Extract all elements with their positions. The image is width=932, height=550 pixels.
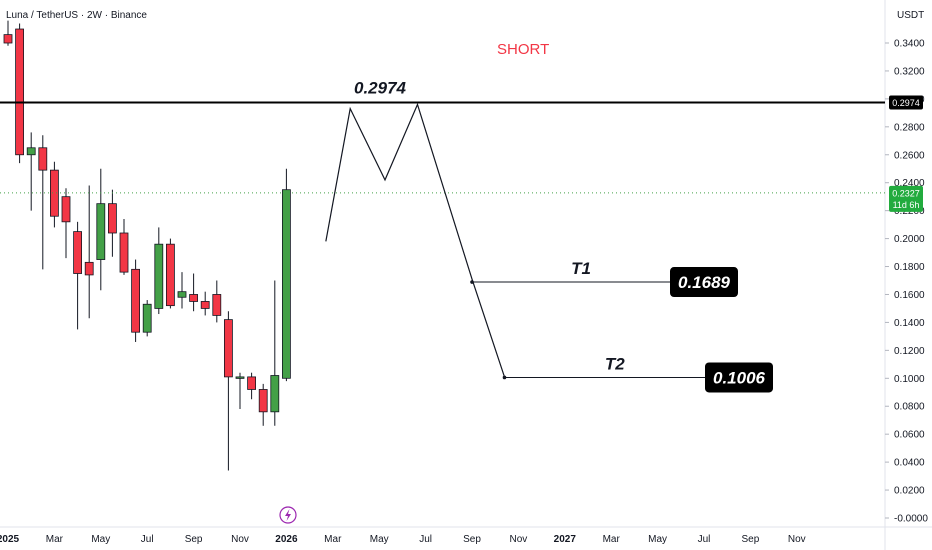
current-price-tag-bg xyxy=(889,185,923,212)
time-tick-label: May xyxy=(648,534,667,545)
currency-label: USDT xyxy=(897,10,924,21)
candle-down xyxy=(165,243,175,307)
candle-down xyxy=(212,294,222,316)
current-price-tag: 0.2327 11d 6h xyxy=(889,185,923,212)
price-tick-label: 0.2400 xyxy=(894,178,925,189)
resistance-price-tag-label: 0.2974 xyxy=(892,98,920,108)
time-tick-label: Nov xyxy=(231,534,249,545)
time-tick-label: Nov xyxy=(510,534,528,545)
time-tick-label: Nov xyxy=(788,534,806,545)
candle-down xyxy=(119,232,129,273)
candle-down xyxy=(73,231,82,274)
candle-down xyxy=(247,376,257,390)
price-tick-label: 0.1000 xyxy=(894,374,925,385)
symbol-title[interactable]: Luna / TetherUS · 2W · Binance xyxy=(6,10,147,21)
price-tick-label: 0.2000 xyxy=(894,234,925,245)
candle-down xyxy=(3,34,13,44)
time-axis[interactable]: 2025 Mar May Jul Sep Nov 2026 Mar May Jul Sep Nov 20… xyxy=(0,534,806,545)
price-tick-label: 0.0800 xyxy=(894,402,925,413)
price-tick-label: 0.1400 xyxy=(894,318,925,329)
time-tick-label: Mar xyxy=(46,534,64,545)
candle-up xyxy=(142,303,152,333)
target-anchor-point[interactable] xyxy=(502,375,507,380)
candle-down xyxy=(131,268,141,333)
time-tick-label: Jul xyxy=(141,534,154,545)
candle-down xyxy=(189,294,199,302)
target-value-label: 0.1689 xyxy=(678,273,731,292)
short-label: SHORT xyxy=(497,41,549,58)
projection-path[interactable] xyxy=(325,102,506,378)
time-tick-label: May xyxy=(370,534,389,545)
candle-down xyxy=(15,28,25,156)
resistance-price-tag-bg xyxy=(889,95,923,110)
time-tick-label: May xyxy=(91,534,110,545)
time-tick-label: Jul xyxy=(419,534,432,545)
target-anchor-point[interactable] xyxy=(470,280,474,284)
price-tick-label: -0.0000 xyxy=(894,514,928,525)
price-tick-label: 0.1600 xyxy=(894,290,925,301)
target-value-label: 0.1006 xyxy=(713,368,766,387)
price-tick-label: 0.0600 xyxy=(894,430,925,441)
candle-down xyxy=(38,147,48,171)
candle-up xyxy=(154,243,164,309)
candlestick-series xyxy=(3,20,291,471)
price-tick-label: 0.0400 xyxy=(894,458,925,469)
target-value-box xyxy=(670,267,738,298)
candle-up xyxy=(96,203,106,260)
time-tick-label: Sep xyxy=(742,534,760,545)
candle-down xyxy=(200,301,210,309)
candle-up xyxy=(281,189,291,379)
current-price-tag-label: 0.2327 xyxy=(892,188,920,198)
candle-up xyxy=(177,291,187,298)
price-tick-label: 0.3200 xyxy=(894,66,925,77)
time-tick-label: Sep xyxy=(463,534,481,545)
time-tick-label: 2025 xyxy=(0,534,20,545)
time-tick-label: Sep xyxy=(185,534,203,545)
price-tick-label: 0.2800 xyxy=(894,122,925,133)
time-tick-label: 2027 xyxy=(554,534,577,545)
candle-down xyxy=(50,169,59,217)
candle-down xyxy=(108,203,117,234)
resistance-annotation: 0.2974 xyxy=(354,79,407,98)
time-tick-label: Mar xyxy=(324,534,342,545)
target-name-label: T1 xyxy=(571,259,591,278)
candle-up xyxy=(26,147,36,156)
price-tick-label: 0.1800 xyxy=(894,262,925,273)
candle-down xyxy=(84,261,94,276)
price-tick-label: 0.0200 xyxy=(894,486,925,497)
candle-down xyxy=(223,319,233,378)
target-value-box xyxy=(705,362,773,393)
time-tick-label: 2026 xyxy=(275,534,298,545)
candle-up xyxy=(235,376,245,379)
price-tick-label: 0.2600 xyxy=(894,150,925,161)
lightning-icon[interactable] xyxy=(279,506,297,524)
candle-down xyxy=(258,389,268,413)
countdown-label: 11d 6h xyxy=(893,200,920,210)
candle-down xyxy=(61,196,71,223)
drawing-overlay: 0.2974 T1 0.1689 T2 0.1006 0.2974 0.2327 11d 6h xyxy=(0,79,923,393)
time-tick-label: Jul xyxy=(698,534,711,545)
target-name-label: T2 xyxy=(605,354,625,373)
candle-up xyxy=(270,375,280,413)
price-tick-label: 0.1200 xyxy=(894,346,925,357)
price-tick-label: 0.3400 xyxy=(894,39,925,50)
lightning-icon-bolt xyxy=(285,509,291,521)
resistance-price-tag: 0.2974 xyxy=(889,95,923,110)
time-tick-label: Mar xyxy=(603,534,621,545)
